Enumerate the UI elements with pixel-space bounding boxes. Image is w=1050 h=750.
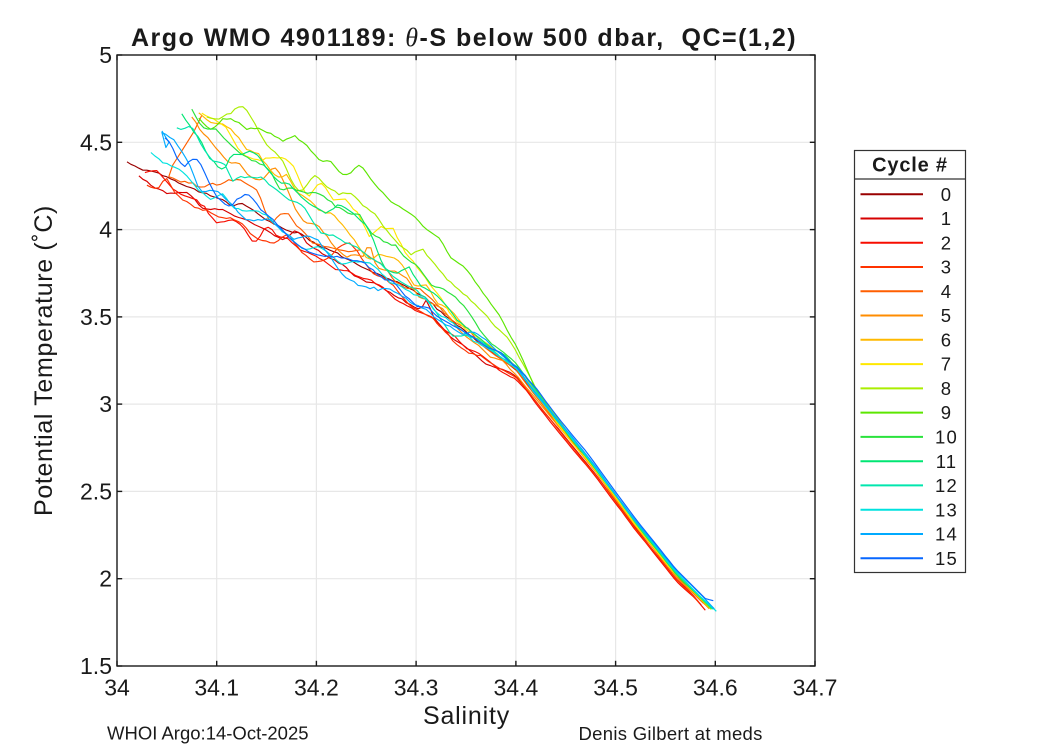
svg-text:3: 3 [941, 257, 953, 278]
svg-text:Argo WMO 4901189: θ-S below 50: Argo WMO 4901189: θ-S below 500 dbar, QC… [131, 23, 797, 52]
svg-text:9: 9 [941, 402, 953, 423]
svg-text:12: 12 [935, 475, 958, 496]
svg-text:Denis Gilbert at meds: Denis Gilbert at meds [579, 723, 763, 744]
svg-text:10: 10 [935, 427, 958, 448]
svg-text:34.3: 34.3 [394, 675, 439, 701]
svg-text:4: 4 [941, 281, 953, 302]
svg-text:34.2: 34.2 [294, 675, 339, 701]
svg-text:7: 7 [941, 354, 953, 375]
svg-text:34.7: 34.7 [793, 675, 838, 701]
svg-text:2: 2 [941, 232, 953, 253]
svg-text:1: 1 [941, 208, 953, 229]
svg-text:3: 3 [99, 391, 112, 417]
svg-text:15: 15 [935, 548, 958, 569]
svg-text:34.1: 34.1 [194, 675, 239, 701]
svg-text:5: 5 [941, 305, 953, 326]
svg-text:34.5: 34.5 [593, 675, 638, 701]
svg-text:WHOI Argo:14-Oct-2025: WHOI Argo:14-Oct-2025 [107, 723, 309, 744]
svg-text:13: 13 [935, 499, 958, 520]
svg-text:14: 14 [935, 524, 958, 545]
svg-text:2: 2 [99, 566, 112, 592]
svg-text:34.6: 34.6 [693, 675, 738, 701]
svg-text:2.5: 2.5 [80, 478, 112, 504]
svg-text:1.5: 1.5 [80, 653, 112, 679]
svg-text:Cycle #: Cycle # [872, 155, 948, 177]
svg-text:34: 34 [104, 675, 130, 701]
svg-text:6: 6 [941, 329, 953, 350]
svg-text:Salinity: Salinity [423, 702, 510, 730]
svg-text:3.5: 3.5 [80, 304, 112, 330]
svg-text:5: 5 [99, 42, 112, 68]
svg-text:34.4: 34.4 [494, 675, 539, 701]
svg-text:0: 0 [941, 184, 953, 205]
svg-text:11: 11 [936, 451, 958, 472]
svg-text:8: 8 [941, 378, 953, 399]
svg-text:Potential Temperature (˚C): Potential Temperature (˚C) [30, 205, 58, 516]
svg-text:4: 4 [99, 217, 112, 243]
svg-text:4.5: 4.5 [80, 129, 112, 155]
